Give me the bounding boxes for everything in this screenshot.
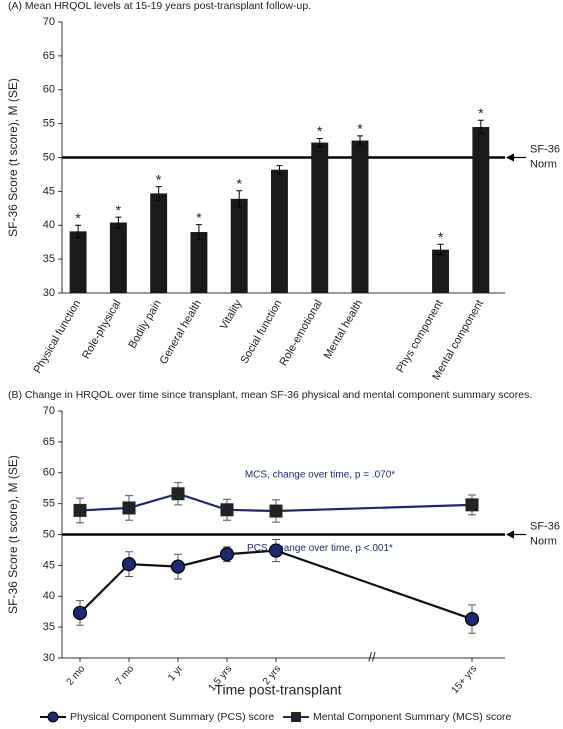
bar — [230, 198, 248, 293]
y-tick-label: 35 — [43, 621, 55, 633]
x-tick-label: Bodily pain — [126, 298, 163, 351]
bar — [109, 222, 127, 293]
reference-label: Norm — [530, 158, 557, 170]
significance-mark: * — [116, 202, 122, 218]
x-tick-label: Mental health — [322, 298, 365, 361]
point — [121, 557, 137, 572]
point — [220, 503, 234, 517]
significance-mark: * — [357, 121, 363, 137]
point — [73, 503, 87, 517]
point — [219, 547, 235, 562]
error-bar — [195, 224, 202, 240]
x-tick-label: 1 yr — [166, 663, 186, 683]
point — [268, 543, 284, 558]
point — [171, 487, 185, 501]
y-tick-label: 70 — [43, 405, 55, 417]
x-tick-label: Vitality — [218, 298, 245, 332]
significance-mark: * — [478, 105, 484, 121]
error-bar — [155, 186, 162, 201]
point — [465, 498, 479, 512]
reference-label: SF-36 — [530, 520, 560, 532]
reference-label: SF-36 — [530, 143, 560, 155]
error-bar — [477, 119, 484, 135]
y-tick-label: 65 — [43, 50, 55, 62]
bar — [150, 193, 168, 293]
bar — [190, 232, 208, 293]
error-bar — [437, 243, 444, 256]
error-bar — [75, 224, 82, 238]
significance-mark: * — [236, 175, 242, 191]
significance-mark: * — [75, 210, 81, 226]
y-tick-label: 30 — [43, 652, 55, 664]
point — [170, 559, 186, 574]
y-tick-label: 50 — [43, 528, 55, 540]
y-tick-label: 50 — [43, 151, 55, 163]
x-tick-label: Role-emotional — [277, 298, 324, 368]
x-tick-label: Social function — [238, 298, 284, 366]
y-tick-label: 60 — [43, 84, 55, 96]
reference-label: Norm — [530, 535, 557, 547]
legend-marker — [291, 712, 301, 722]
y-tick-label: 45 — [43, 185, 55, 197]
axis-break: // — [368, 649, 376, 664]
series-line — [79, 549, 473, 621]
y-tick-label: 40 — [43, 219, 55, 231]
x-tick-label: 15+ yrs — [450, 664, 480, 696]
bar — [271, 169, 288, 293]
point — [72, 605, 88, 621]
significance-mark: * — [438, 229, 444, 245]
error-bar — [115, 216, 122, 229]
point — [269, 504, 283, 518]
bar — [69, 231, 87, 293]
y-axis-title: SF-36 Score (t score), M (SE) — [6, 455, 20, 614]
y-tick-label: 55 — [43, 118, 55, 130]
x-axis-title: Time post-transplant — [214, 682, 341, 698]
significance-mark: * — [156, 171, 162, 187]
error-bar — [357, 135, 364, 146]
x-tick-label: Physical function — [32, 298, 84, 375]
y-tick-label: 65 — [43, 436, 55, 448]
x-tick-label: General health — [158, 298, 204, 367]
point — [122, 501, 136, 515]
significance-mark: * — [196, 209, 202, 225]
bar — [432, 249, 450, 293]
y-tick-label: 45 — [43, 559, 55, 571]
y-tick-label: 70 — [43, 16, 55, 28]
y-tick-label: 60 — [43, 467, 55, 479]
bar — [351, 140, 369, 293]
arrow-head — [506, 530, 514, 539]
series-annotation: MCS, change over time, p = .070* — [245, 469, 395, 480]
chart-title: (A) Mean HRQOL levels at 15-19 years pos… — [8, 0, 311, 12]
y-tick-label: 30 — [43, 287, 55, 299]
chart-title: (B) Change in HRQOL over time since tran… — [8, 389, 532, 401]
legend-label: Mental Component Summary (MCS) score — [313, 711, 512, 723]
significance-mark: * — [317, 123, 323, 139]
y-axis-title: SF-36 Score (t score), M (SE) — [6, 78, 20, 237]
series-annotation: PCS, change over time, p <.001* — [247, 543, 393, 554]
y-tick-label: 55 — [43, 498, 55, 510]
error-bar — [316, 138, 323, 148]
legend-marker — [47, 711, 59, 723]
arrow-head — [506, 153, 514, 162]
x-tick-label: Role-physical — [80, 298, 123, 361]
legend-label: Physical Component Summary (PCS) score — [70, 711, 274, 723]
x-tick-label: 2 mo — [65, 663, 88, 687]
error-bar — [276, 165, 283, 175]
y-tick-label: 40 — [43, 590, 55, 602]
bar — [311, 142, 329, 293]
series-line — [79, 492, 473, 513]
y-tick-label: 35 — [43, 253, 55, 265]
bar — [472, 127, 490, 293]
x-tick-label: 7 mo — [114, 663, 137, 687]
point — [464, 611, 480, 627]
error-bar — [236, 190, 243, 208]
